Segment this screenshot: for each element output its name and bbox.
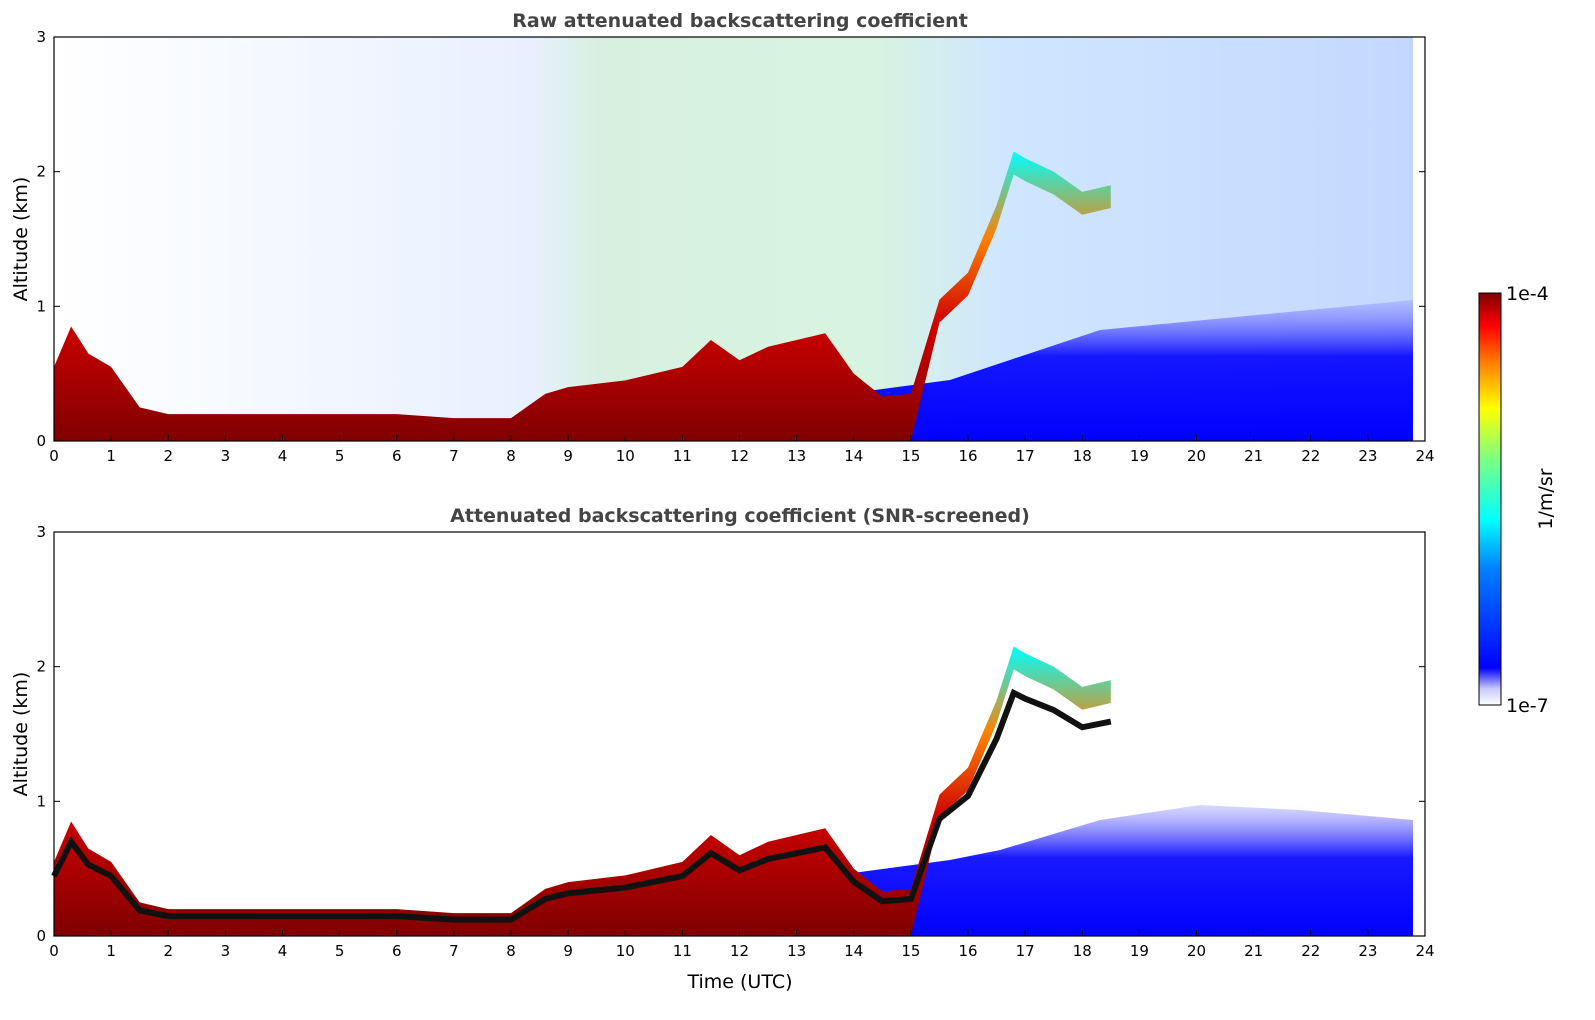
x-tick-label: 10 bbox=[616, 942, 635, 960]
x-tick-label: 0 bbox=[49, 447, 59, 465]
colorbar-gradient bbox=[1478, 292, 1502, 706]
panel-1-y-axis: 0 1 2 3 bbox=[36, 28, 1425, 450]
panel-2-x-axis: 0 1 2 3 4 5 6 7 8 9 10 11 12 13 14 15 16 17 18 19 20 21 22 23 24 bbox=[49, 930, 1435, 960]
x-tick-label: 13 bbox=[787, 942, 806, 960]
panel-2-y-axis: 0 1 2 3 bbox=[36, 523, 1425, 945]
x-tick-label: 20 bbox=[1187, 942, 1206, 960]
x-tick-label: 16 bbox=[958, 942, 977, 960]
y-tick-label: 0 bbox=[36, 927, 46, 945]
x-tick-label: 15 bbox=[901, 942, 920, 960]
x-tick-label: 14 bbox=[844, 447, 863, 465]
colorbar-max-label: 1e-4 bbox=[1506, 283, 1549, 305]
x-tick-label: 5 bbox=[335, 942, 345, 960]
x-tick-label: 9 bbox=[563, 447, 573, 465]
x-tick-label: 19 bbox=[1130, 447, 1149, 465]
x-tick-label: 7 bbox=[449, 447, 459, 465]
panel-1-x-axis: 0 1 2 3 4 5 6 7 8 9 10 11 12 13 14 15 16 17 18 19 20 21 22 23 24 bbox=[49, 435, 1435, 465]
x-tick-label: 18 bbox=[1073, 942, 1092, 960]
x-tick-label: 3 bbox=[221, 447, 231, 465]
x-tick-label: 6 bbox=[392, 942, 402, 960]
x-tick-label: 12 bbox=[730, 942, 749, 960]
x-tick-label: 24 bbox=[1415, 942, 1434, 960]
x-tick-label: 22 bbox=[1301, 942, 1320, 960]
x-tick-label: 13 bbox=[787, 447, 806, 465]
panel-2-title: Attenuated backscattering coefficient (S… bbox=[450, 505, 1030, 527]
colorbar: 1e-4 1e-7 1/m/sr bbox=[1478, 283, 1557, 717]
x-tick-label: 20 bbox=[1187, 447, 1206, 465]
x-tick-label: 1 bbox=[106, 447, 116, 465]
x-tick-label: 0 bbox=[49, 942, 59, 960]
y-tick-label: 1 bbox=[36, 792, 46, 810]
panel-2-ylabel: Altitude (km) bbox=[10, 672, 32, 797]
x-tick-label: 17 bbox=[1016, 447, 1035, 465]
x-tick-label: 19 bbox=[1130, 942, 1149, 960]
panel-1-ylabel: Altitude (km) bbox=[10, 177, 32, 302]
colorbar-min-label: 1e-7 bbox=[1506, 695, 1549, 717]
panel-1-boundary-layer bbox=[54, 151, 1111, 441]
x-tick-label: 15 bbox=[901, 447, 920, 465]
x-tick-label: 9 bbox=[563, 942, 573, 960]
y-tick-label: 0 bbox=[36, 432, 46, 450]
panel-2-xlabel: Time (UTC) bbox=[686, 971, 792, 993]
y-tick-label: 2 bbox=[36, 658, 46, 676]
x-tick-label: 4 bbox=[278, 942, 288, 960]
x-tick-label: 4 bbox=[278, 447, 288, 465]
x-tick-label: 21 bbox=[1244, 942, 1263, 960]
raw-backscatter-panel: Raw attenuated backscattering coefficien… bbox=[10, 10, 1435, 465]
snr-screened-panel: Attenuated backscattering coefficient (S… bbox=[10, 505, 1435, 993]
x-tick-label: 8 bbox=[506, 942, 516, 960]
x-tick-label: 3 bbox=[221, 942, 231, 960]
panel-2-boundary-layer bbox=[54, 646, 1111, 936]
x-tick-label: 22 bbox=[1301, 447, 1320, 465]
x-tick-label: 23 bbox=[1358, 447, 1377, 465]
x-tick-label: 2 bbox=[163, 447, 173, 465]
x-tick-label: 12 bbox=[730, 447, 749, 465]
y-tick-label: 1 bbox=[36, 297, 46, 315]
x-tick-label: 8 bbox=[506, 447, 516, 465]
panel-2-heatmap bbox=[51, 532, 1413, 936]
x-tick-label: 24 bbox=[1415, 447, 1434, 465]
x-tick-label: 11 bbox=[673, 447, 692, 465]
x-tick-label: 17 bbox=[1016, 942, 1035, 960]
y-tick-label: 3 bbox=[36, 523, 46, 541]
x-tick-label: 10 bbox=[616, 447, 635, 465]
x-tick-label: 18 bbox=[1073, 447, 1092, 465]
x-tick-label: 6 bbox=[392, 447, 402, 465]
panel-1-heatmap bbox=[54, 37, 1413, 441]
x-tick-label: 21 bbox=[1244, 447, 1263, 465]
panel-2-boundary-layer-core bbox=[51, 688, 1112, 923]
x-tick-label: 16 bbox=[958, 447, 977, 465]
x-tick-label: 2 bbox=[163, 942, 173, 960]
x-tick-label: 5 bbox=[335, 447, 345, 465]
colorbar-label: 1/m/sr bbox=[1535, 468, 1557, 529]
x-tick-label: 1 bbox=[106, 942, 116, 960]
panel-1-title: Raw attenuated backscattering coefficien… bbox=[512, 10, 968, 32]
x-tick-label: 23 bbox=[1358, 942, 1377, 960]
x-tick-label: 14 bbox=[844, 942, 863, 960]
x-tick-label: 11 bbox=[673, 942, 692, 960]
x-tick-label: 7 bbox=[449, 942, 459, 960]
y-tick-label: 2 bbox=[36, 163, 46, 181]
y-tick-label: 3 bbox=[36, 28, 46, 46]
